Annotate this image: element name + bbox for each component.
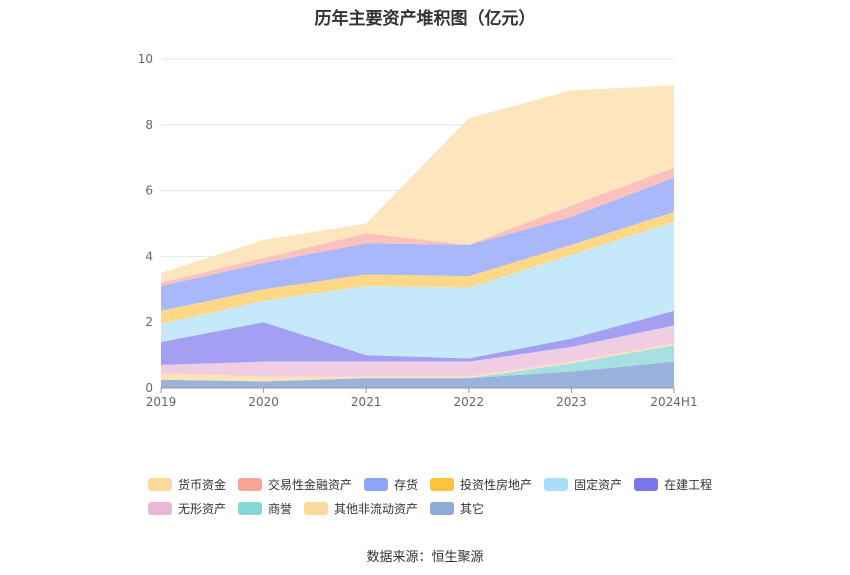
- x-tick-label: 2021: [351, 395, 382, 409]
- area-其他非流动资产: [161, 343, 674, 382]
- legend-row-1: 货币资金 交易性金融资产 存货 投资性房地产 固定资产 在建工程: [148, 472, 748, 496]
- legend-item[interactable]: 无形资产: [148, 500, 226, 517]
- x-tick-label: 2023: [556, 395, 587, 409]
- x-tick-label: 2019: [146, 395, 177, 409]
- legend-label: 在建工程: [664, 477, 713, 492]
- axes: 0 2 4 6 8 10 2019 2020 2021 2022 2023 2024H1: [138, 52, 698, 409]
- x-tick-label: 2022: [454, 395, 485, 409]
- legend-swatch: [304, 501, 329, 515]
- legend-label: 无形资产: [178, 501, 227, 516]
- legend-label: 货币资金: [178, 477, 227, 492]
- legend-label: 固定资产: [574, 477, 623, 492]
- legend-swatch: [148, 501, 172, 515]
- chart-title: 历年主要资产堆积图（亿元）: [314, 9, 536, 29]
- y-tick-label: 2: [145, 315, 153, 329]
- legend-item[interactable]: 存货: [364, 476, 418, 493]
- legend-label: 其它: [460, 501, 485, 516]
- legend-label: 其他非流动资产: [334, 501, 419, 516]
- legend-swatch: [544, 477, 569, 491]
- area-货币资金: [161, 85, 674, 283]
- legend-swatch: [430, 477, 455, 491]
- y-tick-label: 10: [138, 52, 153, 66]
- x-tick-label: 2020: [248, 395, 279, 409]
- area-在建工程: [161, 310, 674, 365]
- y-tick-label: 6: [145, 184, 153, 198]
- area-固定资产: [161, 221, 674, 359]
- legend-item[interactable]: 商誉: [238, 500, 292, 517]
- legend-swatch: [364, 477, 389, 491]
- legend-row-2: 无形资产 商誉 其他非流动资产 其它: [148, 496, 748, 520]
- y-tick-label: 8: [145, 118, 153, 132]
- legend: 货币资金 交易性金融资产 存货 投资性房地产 固定资产 在建工程 无形资产 商誉 其他非流动资…: [148, 472, 748, 520]
- legend-item[interactable]: 固定资产: [544, 476, 622, 493]
- legend-swatch: [238, 501, 263, 515]
- legend-item[interactable]: 在建工程: [634, 476, 712, 493]
- x-tick-label: 2024H1: [650, 395, 697, 409]
- legend-swatch: [634, 477, 659, 491]
- area-交易性金融资产: [161, 167, 674, 287]
- y-tick-label: 4: [145, 249, 153, 263]
- legend-label: 投资性房地产: [460, 477, 533, 492]
- area-series: [161, 85, 674, 388]
- y-tick-label: 0: [145, 381, 153, 395]
- legend-item[interactable]: 交易性金融资产: [238, 476, 352, 493]
- legend-item[interactable]: 其它: [430, 500, 484, 517]
- legend-label: 商誉: [268, 501, 293, 516]
- legend-label: 存货: [394, 477, 419, 492]
- legend-swatch: [430, 501, 455, 515]
- area-商誉: [161, 345, 674, 382]
- legend-item[interactable]: 其他非流动资产: [304, 500, 418, 517]
- area-无形资产: [161, 325, 674, 377]
- legend-item[interactable]: 货币资金: [148, 476, 226, 493]
- data-source: 数据来源：恒生聚源: [366, 550, 484, 565]
- legend-label: 交易性金融资产: [268, 477, 353, 492]
- area-其它: [161, 361, 674, 388]
- area-投资性房地产: [161, 211, 674, 324]
- legend-swatch: [238, 477, 263, 491]
- legend-swatch: [148, 477, 172, 491]
- stacked-area-chart: 0 2 4 6 8 10 2019 2020 2021 2022 2023 2024H1: [138, 52, 698, 409]
- legend-item[interactable]: 投资性房地产: [430, 476, 532, 493]
